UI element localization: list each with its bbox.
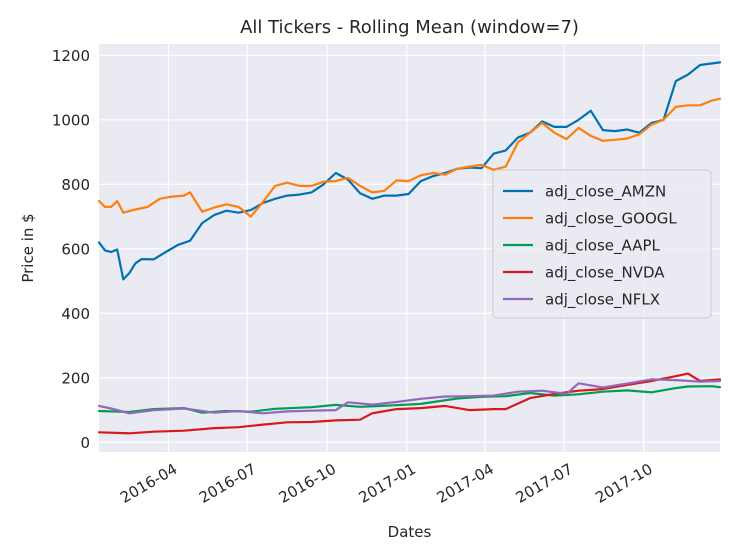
y-tick-label: 0: [80, 434, 90, 452]
series-line-adj_close_NFLX: [97, 378, 722, 415]
y-tick-label: 200: [61, 369, 90, 387]
x-tick-label: 2016-10: [276, 460, 339, 507]
x-tick-label: 2017-04: [434, 460, 497, 507]
x-tick-label: 2017-10: [592, 460, 655, 507]
y-tick-label: 600: [61, 240, 90, 258]
y-tick-label: 800: [61, 176, 90, 194]
legend-box: [492, 169, 712, 319]
grid: [99, 44, 720, 452]
x-tick-label: 2017-01: [356, 460, 419, 507]
legend-label: adj_close_NFLX: [545, 291, 660, 310]
legend: adj_close_AMZN adj_close_GOOGL adj_close_A…: [492, 169, 712, 319]
x-tick-label: 2016-07: [196, 460, 259, 507]
x-tick-label: 2016-04: [117, 460, 180, 507]
y-axis-ticks: 0 200 400 600 800 1000 1200: [52, 47, 90, 452]
x-tick-label: 2017-07: [513, 460, 576, 507]
legend-label: adj_close_AMZN: [545, 183, 666, 202]
series-line-adj_close_NVDA: [97, 372, 722, 435]
legend-label: adj_close_AAPL: [545, 237, 661, 256]
y-tick-label: 1000: [52, 111, 90, 129]
series-line-adj_close_AMZN: [97, 61, 722, 281]
series-lines: [97, 61, 722, 435]
series-line-adj_close_GOOGL: [97, 97, 722, 218]
chart-title: All Tickers - Rolling Mean (window=7): [240, 17, 579, 38]
y-axis-label: Price in $: [19, 213, 37, 282]
y-tick-label: 400: [61, 305, 90, 323]
x-axis-label: Dates: [388, 523, 432, 541]
legend-label: adj_close_GOOGL: [545, 210, 677, 229]
x-axis-ticks: 2016-04 2016-07 2016-10 2017-01 2017-04 2017-…: [117, 460, 656, 507]
legend-label: adj_close_NVDA: [545, 264, 665, 283]
y-tick-label: 1200: [52, 47, 90, 65]
